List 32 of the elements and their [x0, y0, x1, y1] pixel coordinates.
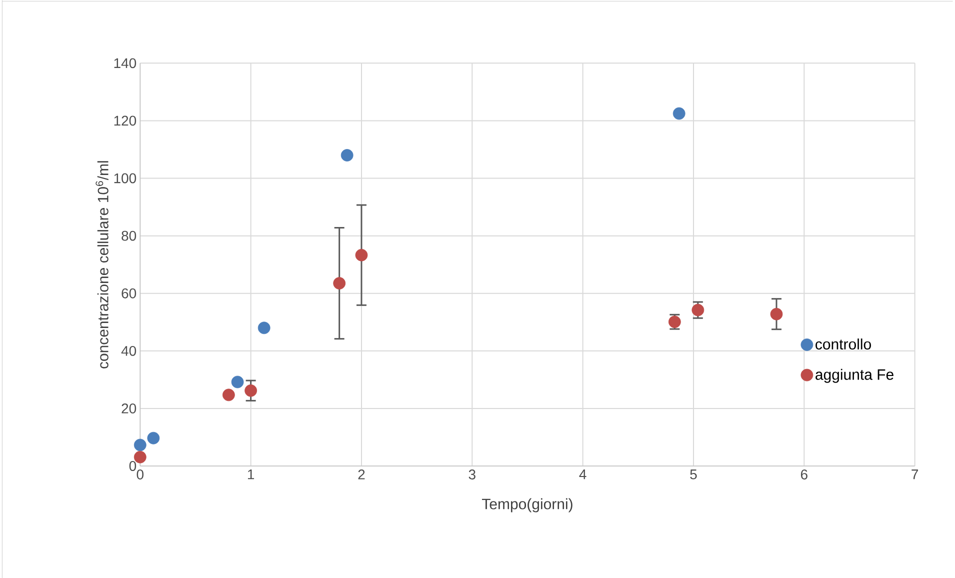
point — [692, 304, 704, 316]
y-tick-label: 60 — [122, 288, 136, 298]
point — [770, 308, 783, 320]
x-axis-title: Tempo(giorni) — [482, 498, 572, 512]
y-tick-label: 100 — [114, 173, 136, 184]
point — [258, 322, 270, 334]
legend-label: aggiunta Fe — [816, 368, 894, 383]
x-tick-label: 3 — [468, 469, 476, 480]
x-tick-label: 7 — [912, 469, 918, 480]
y-tick-label: 20 — [122, 403, 136, 414]
x-tick-label: 4 — [579, 469, 586, 480]
x-tick-label: 0 — [136, 469, 144, 480]
point — [355, 248, 368, 262]
y-axis-title: concentrazione cellulare 10$^{6}$/ml — [96, 161, 108, 368]
x-tick-label: 5 — [690, 469, 697, 480]
x-tick-label: 1 — [248, 469, 254, 480]
point — [134, 438, 146, 452]
legend-label: controllo — [816, 338, 871, 350]
x-tick-label: 6 — [800, 469, 808, 480]
point — [147, 432, 160, 444]
y-tick-label: 40 — [121, 346, 136, 356]
y-tick-label: 120 — [114, 116, 136, 126]
point — [244, 384, 258, 397]
y-tick-label: 0 — [129, 460, 136, 471]
point — [231, 376, 244, 388]
y-tick-label: 140 — [114, 58, 136, 68]
point — [340, 148, 354, 162]
point — [222, 388, 235, 402]
y-tick-label: 80 — [122, 230, 136, 241]
point — [333, 277, 346, 290]
point — [672, 107, 686, 120]
x-tick-label: 2 — [358, 469, 365, 480]
